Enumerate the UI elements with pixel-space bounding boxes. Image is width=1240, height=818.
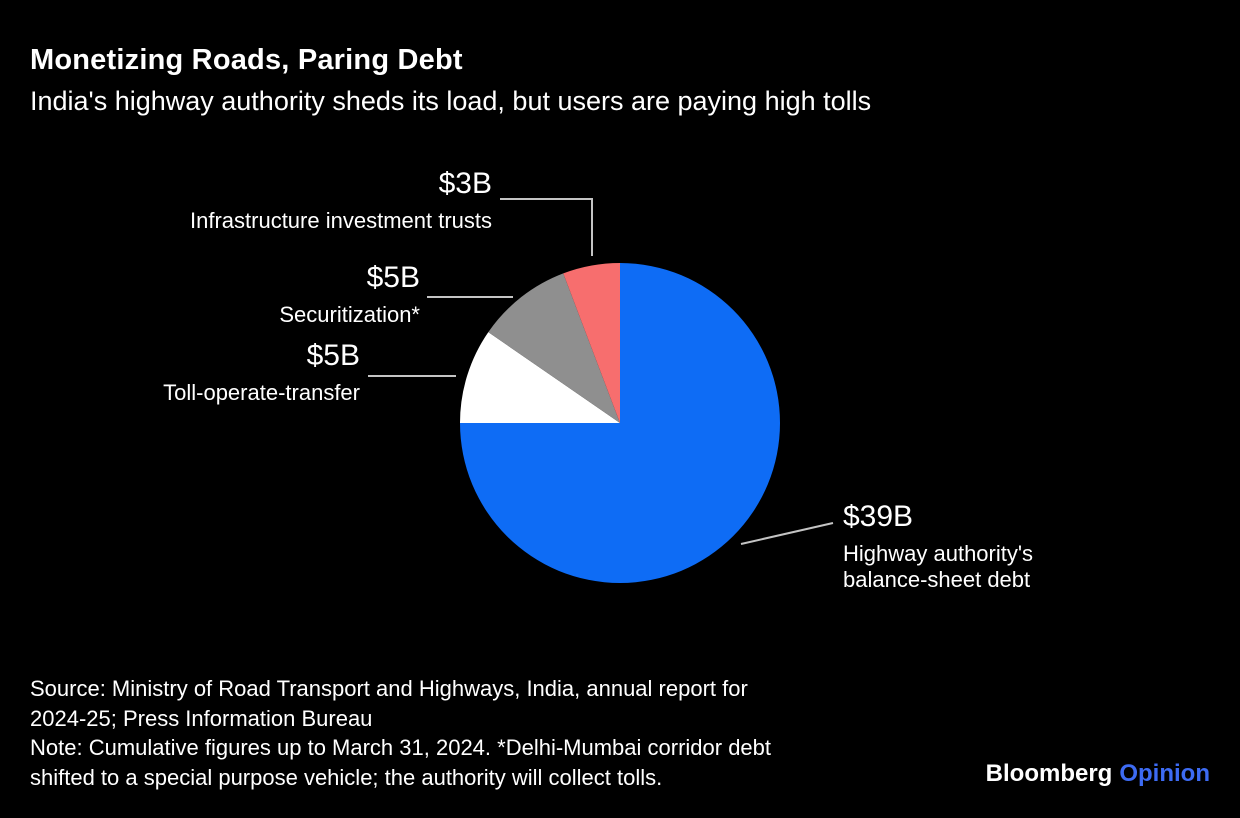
slice-label-toll: Toll-operate-transfer [163, 380, 360, 405]
callout-toll: $5B Toll-operate-transfer [163, 340, 360, 406]
callout-balance-sheet: $39B Highway authority's balance-sheet d… [843, 501, 1103, 593]
chart-subtitle: India's highway authority sheds its load… [30, 86, 872, 116]
value-label-infrastructure: $3B [438, 167, 492, 200]
callout-infrastructure: $3B Infrastructure investment trusts [190, 168, 492, 234]
footer-line: Note: Cumulative figures up to March 31,… [30, 735, 772, 760]
source-note: Source: Ministry of Road Transport and H… [30, 674, 771, 792]
opinion-wordmark: Opinion [1119, 760, 1210, 787]
pie-slice-2 [488, 273, 620, 423]
slice-label-infrastructure: Infrastructure investment trusts [190, 208, 492, 233]
slice-label-securitization: Securitization* [279, 302, 420, 327]
pie-slice-3 [563, 263, 620, 423]
callout-securitization: $5B Securitization* [279, 262, 420, 328]
leader-line-infrastructure [500, 198, 593, 256]
pie-slice-1 [460, 332, 620, 423]
footer-line: Source: Ministry of Road Transport and H… [30, 676, 748, 701]
slice-label-balance-sheet: Highway authority's balance-sheet debt [843, 541, 1034, 592]
bloomberg-opinion-logo: Bloomberg Opinion [986, 760, 1210, 788]
footer-line: shifted to a special purpose vehicle; th… [30, 764, 663, 790]
pie-chart [460, 263, 780, 583]
value-label-balance-sheet: $39B [843, 500, 914, 533]
footer-line: 2024-25; Press Information Bureau [30, 705, 373, 731]
value-label-toll: $5B [306, 339, 360, 372]
bloomberg-wordmark: Bloomberg [985, 760, 1113, 787]
value-label-securitization: $5B [366, 261, 420, 294]
chart-title: Monetizing Roads, Paring Debt [30, 44, 463, 76]
